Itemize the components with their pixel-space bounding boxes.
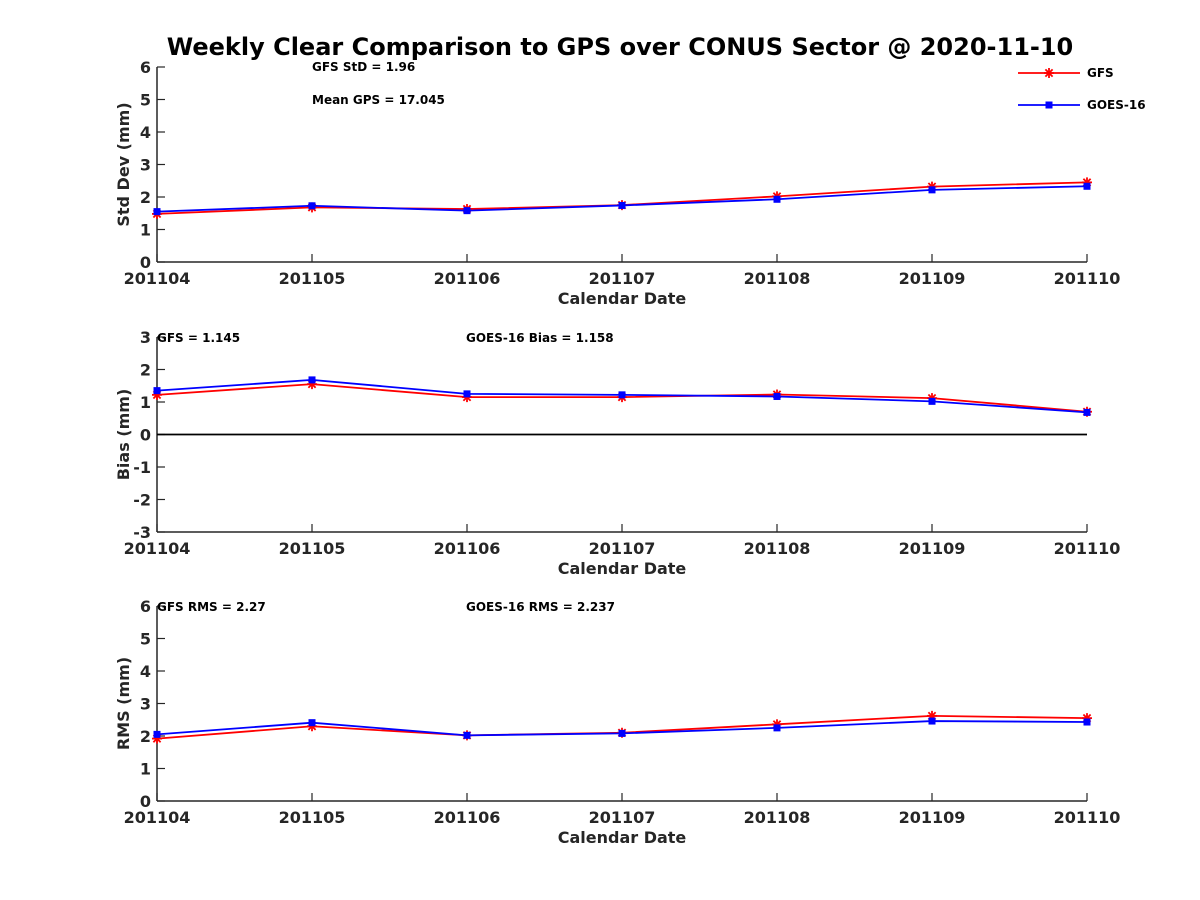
x-tick-label: 201109 bbox=[899, 269, 966, 288]
y-axis-label: Bias (mm) bbox=[114, 389, 133, 481]
x-tick-label: 201110 bbox=[1054, 539, 1121, 558]
data-point-goes-16 bbox=[463, 731, 471, 739]
x-tick-label: 201105 bbox=[279, 808, 346, 827]
data-point-goes-16 bbox=[928, 717, 936, 725]
x-tick-label: 201106 bbox=[434, 539, 501, 558]
data-point-goes-16 bbox=[928, 397, 936, 405]
stat-annotation: GFS RMS = 2.27 bbox=[157, 600, 266, 614]
x-tick-label: 201108 bbox=[744, 269, 811, 288]
data-point-goes-16 bbox=[1083, 718, 1091, 726]
y-tick-label: -3 bbox=[133, 523, 151, 542]
data-point-goes-16 bbox=[463, 390, 471, 398]
x-tick-label: 201109 bbox=[899, 539, 966, 558]
data-point-goes-16 bbox=[153, 387, 161, 395]
stat-annotation: Mean GPS = 17.045 bbox=[312, 93, 445, 107]
data-point-goes-16 bbox=[773, 195, 781, 203]
x-axis-label: Calendar Date bbox=[558, 289, 687, 308]
data-point-goes-16 bbox=[308, 376, 316, 384]
data-point-goes-16 bbox=[618, 391, 626, 399]
x-tick-label: 201108 bbox=[744, 539, 811, 558]
stat-annotation: GOES-16 Bias = 1.158 bbox=[466, 331, 614, 345]
y-tick-label: 6 bbox=[140, 58, 151, 77]
data-point-goes-16 bbox=[1083, 182, 1091, 190]
y-tick-label: 0 bbox=[140, 253, 151, 272]
y-tick-label: 3 bbox=[140, 328, 151, 347]
y-tick-label: 3 bbox=[140, 695, 151, 714]
x-tick-label: 201105 bbox=[279, 539, 346, 558]
x-tick-label: 201105 bbox=[279, 269, 346, 288]
y-tick-label: -1 bbox=[133, 458, 151, 477]
data-point-goes-16 bbox=[1083, 408, 1091, 416]
data-point-goes-16 bbox=[153, 208, 161, 216]
x-axis-label: Calendar Date bbox=[558, 828, 687, 847]
y-tick-label: 5 bbox=[140, 630, 151, 649]
legend-label: GFS bbox=[1087, 66, 1114, 80]
y-tick-label: 2 bbox=[140, 361, 151, 380]
x-tick-label: 201106 bbox=[434, 808, 501, 827]
x-tick-label: 201108 bbox=[744, 808, 811, 827]
y-tick-label: 1 bbox=[140, 221, 151, 240]
x-tick-label: 201104 bbox=[124, 808, 191, 827]
x-tick-label: 201106 bbox=[434, 269, 501, 288]
legend-marker bbox=[1045, 101, 1053, 109]
y-tick-label: 4 bbox=[140, 123, 151, 142]
x-tick-label: 201104 bbox=[124, 539, 191, 558]
x-tick-label: 201104 bbox=[124, 269, 191, 288]
data-point-goes-16 bbox=[773, 392, 781, 400]
panel-1: 0 1 2 3 4 5 6 201104 201105 201106 201107 201108 201… bbox=[114, 58, 1120, 308]
stat-annotation: GOES-16 RMS = 2.237 bbox=[466, 600, 615, 614]
chart-title: Weekly Clear Comparison to GPS over CONU… bbox=[167, 33, 1074, 61]
data-point-goes-16 bbox=[773, 724, 781, 732]
stat-annotation: GFS StD = 1.96 bbox=[312, 60, 415, 74]
x-axis-label: Calendar Date bbox=[558, 559, 687, 578]
x-tick-label: 201107 bbox=[589, 269, 656, 288]
panel-2: -3 -2 -1 0 1 2 3 201104 201105 201106 201107 201108… bbox=[114, 328, 1120, 578]
data-point-goes-16 bbox=[463, 207, 471, 215]
legend-label: GOES-16 bbox=[1087, 98, 1146, 112]
data-point-goes-16 bbox=[153, 730, 161, 738]
y-tick-label: 2 bbox=[140, 727, 151, 746]
stat-annotation: GFS = 1.145 bbox=[157, 331, 240, 345]
y-tick-label: 1 bbox=[140, 393, 151, 412]
y-tick-label: -2 bbox=[133, 491, 151, 510]
data-point-goes-16 bbox=[308, 719, 316, 727]
y-tick-label: 3 bbox=[140, 156, 151, 175]
y-tick-label: 6 bbox=[140, 597, 151, 616]
legend: GFS GOES-16 bbox=[1018, 66, 1146, 112]
x-tick-label: 201109 bbox=[899, 808, 966, 827]
data-point-goes-16 bbox=[618, 201, 626, 209]
y-axis-label: Std Dev (mm) bbox=[114, 102, 133, 226]
y-tick-label: 1 bbox=[140, 760, 151, 779]
panel-3: 0 1 2 3 4 5 6 201104 201105 201106 201107 201108 201… bbox=[114, 597, 1120, 847]
data-point-goes-16 bbox=[928, 186, 936, 194]
y-axis-label: RMS (mm) bbox=[114, 657, 133, 750]
y-tick-label: 0 bbox=[140, 792, 151, 811]
data-point-goes-16 bbox=[308, 202, 316, 210]
data-point-goes-16 bbox=[618, 729, 626, 737]
x-tick-label: 201110 bbox=[1054, 269, 1121, 288]
y-tick-label: 2 bbox=[140, 188, 151, 207]
legend-marker-d2 bbox=[1044, 68, 1054, 78]
x-tick-label: 201107 bbox=[589, 808, 656, 827]
y-tick-label: 4 bbox=[140, 662, 151, 681]
legend-marker bbox=[1044, 68, 1054, 78]
x-tick-label: 201110 bbox=[1054, 808, 1121, 827]
x-tick-label: 201107 bbox=[589, 539, 656, 558]
y-tick-label: 0 bbox=[140, 426, 151, 445]
y-tick-label: 5 bbox=[140, 91, 151, 110]
